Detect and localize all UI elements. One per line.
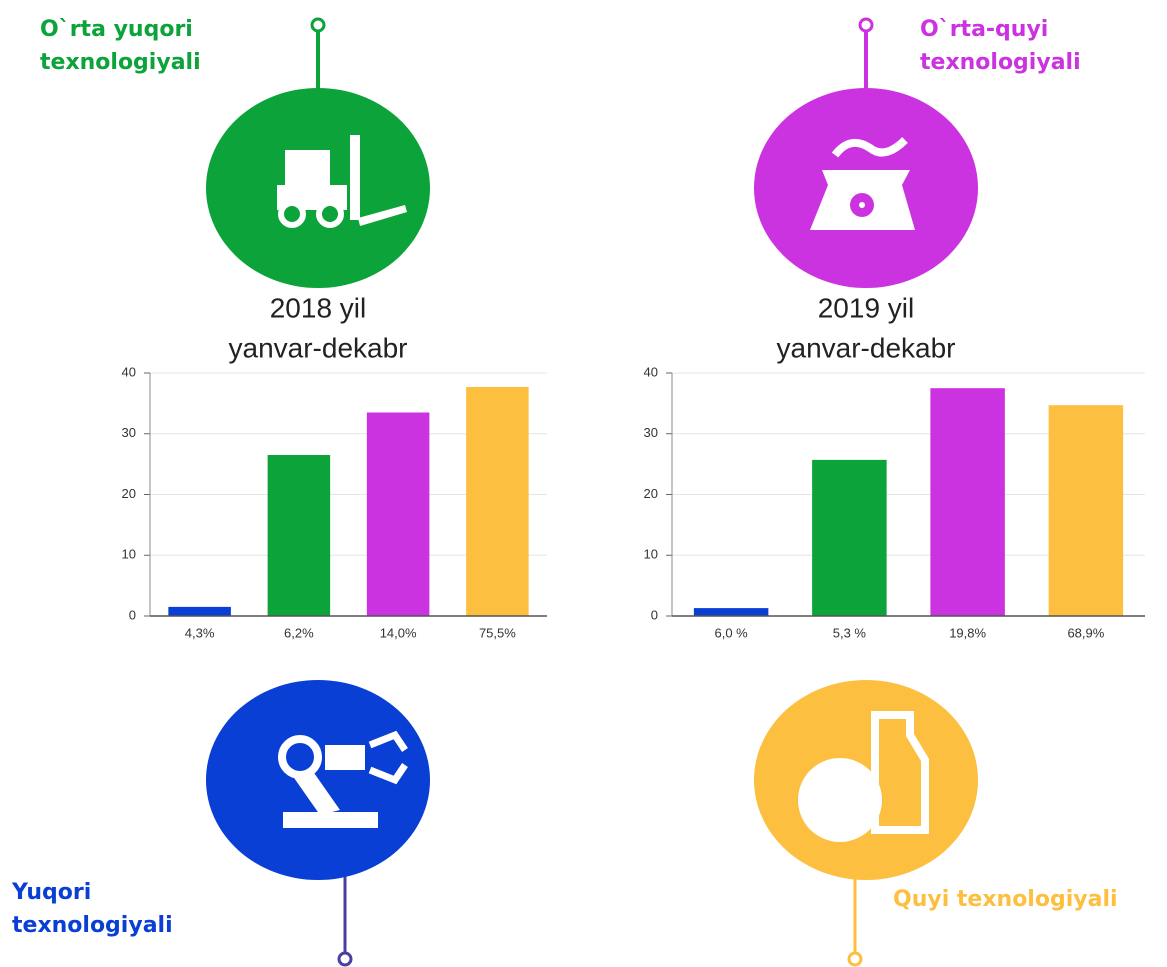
x-tick-label: 4,3% [185, 625, 215, 640]
group-label: O`rta yuqori [40, 17, 193, 42]
icon-part [871, 711, 929, 834]
icon-part [316, 200, 344, 228]
icon-part [358, 205, 407, 226]
icon-part [368, 730, 408, 785]
y-tick-label: 20 [644, 486, 658, 501]
group-label: texnologiyali [920, 50, 1081, 75]
bar [168, 606, 231, 616]
bar [366, 412, 430, 616]
icon-part [350, 135, 360, 220]
y-tick-label: 40 [122, 364, 136, 379]
icon-part [292, 770, 340, 815]
icon-part [285, 150, 330, 185]
pin-head [310, 17, 326, 33]
x-tick-label: 19,8% [949, 625, 986, 640]
group-label: texnologiyali [40, 50, 201, 75]
y-tick-label: 30 [122, 425, 136, 440]
icons [277, 135, 929, 842]
icon-part [831, 137, 908, 158]
x-tick-label: 68,9% [1067, 625, 1104, 640]
x-tick-label: 14,0% [380, 625, 417, 640]
icon-part [798, 758, 882, 842]
bar [267, 455, 331, 616]
x-tick-label: 6,2% [284, 625, 314, 640]
y-tick-label: 0 [651, 607, 658, 622]
chart-title: 2019 yil [818, 292, 915, 323]
group-label: texnologiyali [12, 913, 173, 938]
icon-part [325, 745, 365, 770]
x-tick-label: 6,0 % [715, 625, 749, 640]
y-tick-label: 30 [644, 425, 658, 440]
icon-part [278, 200, 306, 228]
y-tick-label: 20 [122, 486, 136, 501]
bar [812, 459, 887, 616]
group-label: O`rta-quyi [920, 17, 1048, 42]
bar [693, 608, 769, 616]
pin-head [847, 951, 863, 967]
bar [466, 386, 529, 616]
icon-part [859, 202, 865, 208]
pin-head [858, 17, 874, 33]
icon-part [283, 812, 378, 828]
bar [930, 388, 1005, 616]
y-tick-label: 10 [122, 547, 136, 562]
y-tick-label: 10 [644, 547, 658, 562]
y-tick-label: 40 [644, 364, 658, 379]
group-label: Yuqori [11, 880, 91, 905]
bar [1048, 405, 1124, 616]
chart-subtitle: yanvar-dekabr [229, 332, 408, 363]
chart-title: 2018 yil [270, 292, 367, 323]
pin-head [337, 951, 353, 967]
x-tick-label: 75,5% [479, 625, 516, 640]
group-label: Quyi texnologiyali [893, 887, 1118, 912]
x-tick-label: 5,3 % [833, 625, 867, 640]
y-tick-label: 0 [129, 607, 136, 622]
chart-subtitle: yanvar-dekabr [777, 332, 956, 363]
